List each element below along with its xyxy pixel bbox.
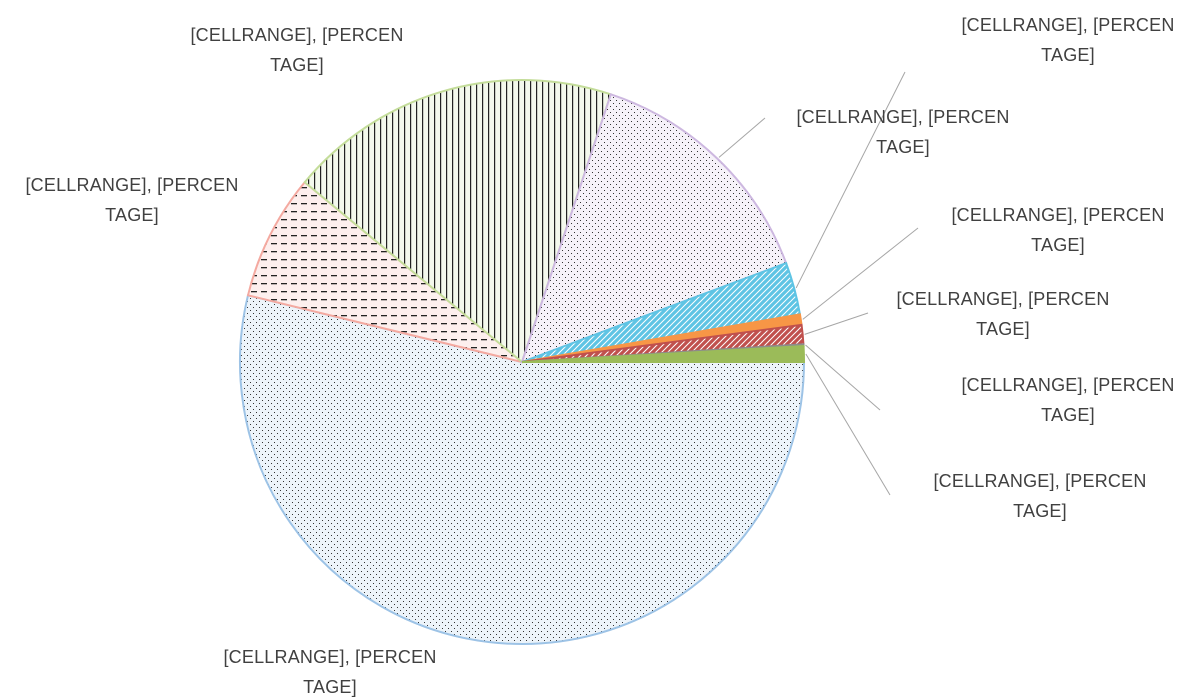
data-label: [CELLRANGE], [PERCENTAGE] xyxy=(223,647,437,697)
pie-slice xyxy=(239,294,806,645)
pie-slice xyxy=(246,180,523,363)
leader-line xyxy=(718,117,766,158)
leader-line xyxy=(802,227,919,320)
leader-line xyxy=(805,344,881,411)
data-label: [CELLRANGE], [PERCENTAGE] xyxy=(961,375,1175,425)
pie-slice xyxy=(521,345,806,363)
data-label: [CELLRANGE], [PERCENTAGE] xyxy=(25,175,239,225)
data-label: [CELLRANGE], [PERCENTAGE] xyxy=(933,471,1147,521)
data-label: [CELLRANGE], [PERCENTAGE] xyxy=(796,107,1010,157)
pie-slice xyxy=(520,93,788,364)
data-label: [CELLRANGE], [PERCENTAGE] xyxy=(190,25,404,75)
leader-line xyxy=(795,71,906,289)
leader-line xyxy=(805,353,891,496)
pie-slice xyxy=(303,79,613,364)
data-label: [CELLRANGE], [PERCENTAGE] xyxy=(951,205,1165,255)
data-label: [CELLRANGE], [PERCENTAGE] xyxy=(896,289,1110,339)
data-label: [CELLRANGE], [PERCENTAGE] xyxy=(961,15,1175,65)
leader-line xyxy=(804,312,869,335)
